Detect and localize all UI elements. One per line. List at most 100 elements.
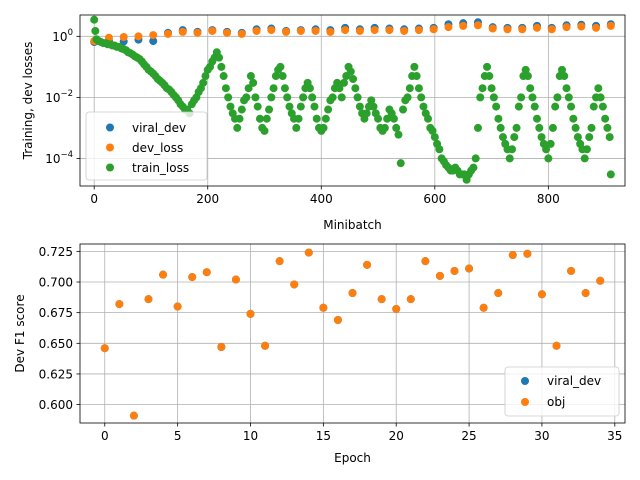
losses-train-loss-point (346, 67, 355, 76)
losses-train-loss-point (551, 102, 560, 111)
f1-obj-point (333, 316, 342, 325)
losses-legend: viral_dev dev_loss train_loss (85, 111, 208, 181)
f1-obj-point (173, 302, 182, 311)
losses-train-loss-point (312, 114, 321, 123)
losses-train-loss-point (435, 145, 444, 154)
losses-train-loss-point (496, 123, 505, 132)
f1-obj-point (523, 249, 532, 258)
f1-subplot: 0 5 10 15 20 25 30 35 0.600 0.625 0.650 0.675 0.700… (13, 243, 626, 465)
losses-train-loss-point (553, 93, 562, 102)
f1-obj-point (246, 309, 255, 318)
losses-train-loss-point (410, 62, 419, 71)
f1-obj-point (144, 295, 153, 304)
losses-train-loss-point (299, 93, 308, 102)
losses-train-loss-point (392, 123, 401, 132)
losses-train-loss-point (510, 133, 519, 142)
losses-train-loss-point (492, 102, 501, 111)
losses-train-loss-point (294, 114, 303, 123)
losses-train-loss-point (512, 123, 521, 132)
f1-y-tick-label: 0.600 (39, 398, 73, 412)
losses-train-loss-point (582, 145, 591, 154)
losses-train-loss-point (90, 15, 99, 24)
losses-train-loss-point (278, 72, 287, 81)
f1-obj-point (450, 266, 459, 275)
losses-legend-label-train-loss: train_loss (132, 161, 189, 175)
losses-train-loss-point (498, 133, 507, 142)
losses-train-loss-point (483, 62, 492, 71)
losses-dev-loss-point (459, 21, 468, 30)
losses-x-tick-label: 0 (90, 192, 98, 206)
losses-train-loss-point (319, 123, 328, 132)
losses-train-loss-point (246, 72, 255, 81)
losses-train-loss-point (489, 93, 498, 102)
losses-dev-loss-point (252, 26, 261, 35)
f1-legend-label-obj: obj (547, 395, 565, 409)
losses-train-loss-point (569, 114, 578, 123)
f1-obj-point (465, 264, 474, 273)
losses-train-loss-point (517, 93, 526, 102)
losses-train-loss-point (494, 114, 503, 123)
losses-dev-loss-point (208, 26, 217, 35)
losses-train-loss-point (505, 154, 514, 163)
losses-train-loss-point (533, 114, 542, 123)
losses-train-loss-point (267, 93, 276, 102)
losses-train-loss-point (535, 123, 544, 132)
losses-train-loss-point (399, 105, 408, 114)
losses-x-tick-label: 600 (423, 192, 446, 206)
f1-obj-point (100, 344, 109, 353)
losses-train-loss-point (564, 93, 573, 102)
f1-y-tick-label: 0.725 (39, 245, 73, 259)
losses-train-loss-point (606, 170, 615, 179)
f1-obj-point (421, 257, 430, 266)
losses-train-loss-point (91, 26, 100, 35)
losses-train-loss-point (362, 109, 371, 118)
f1-x-axis-label: Epoch (334, 451, 371, 465)
losses-dev-loss-point (592, 23, 601, 32)
losses-train-loss-point (201, 72, 210, 81)
f1-points (100, 248, 605, 420)
f1-obj-point (537, 290, 546, 299)
f1-legend-marker-obj (521, 398, 529, 406)
losses-train-loss-point (530, 102, 539, 111)
losses-subplot: 0 200 400 600 800 10−4 10−2 100 Minibatch Trai… (21, 14, 626, 232)
f1-x-tick-label: 15 (316, 429, 331, 443)
losses-y-axis-label: Training, dev losses (21, 42, 35, 161)
losses-train-loss-point (337, 93, 346, 102)
f1-obj-point (202, 268, 211, 277)
f1-obj-point (231, 275, 240, 284)
losses-legend-frame (85, 111, 208, 181)
losses-train-loss-point (217, 62, 226, 71)
losses-x-ticks: 0 200 400 600 800 (90, 186, 560, 206)
losses-train-loss-point (469, 163, 478, 172)
losses-train-loss-point (351, 84, 360, 93)
losses-train-loss-point (328, 93, 337, 102)
f1-obj-point (159, 270, 168, 279)
losses-train-loss-point (417, 93, 426, 102)
losses-dev-loss-point (193, 28, 202, 37)
f1-obj-point (275, 257, 284, 266)
losses-train-loss-point (285, 102, 294, 111)
losses-train-loss-point (601, 114, 610, 123)
losses-train-loss-point (412, 72, 421, 81)
losses-train-loss-point (598, 102, 607, 111)
losses-dev-loss-point (267, 26, 276, 35)
losses-train-loss-point (308, 93, 317, 102)
losses-train-loss-point (219, 72, 228, 81)
f1-gridlines (80, 244, 625, 423)
losses-train-loss-point (424, 114, 433, 123)
losses-train-loss-point (514, 102, 523, 111)
losses-dev-loss-point (149, 31, 158, 40)
f1-obj-point (406, 295, 415, 304)
f1-legend-marker-viral-dev (521, 377, 529, 385)
losses-legend-marker-train-loss (106, 163, 114, 172)
losses-x-tick-label: 200 (196, 192, 219, 206)
losses-train-loss-point (414, 84, 423, 93)
f1-x-tick-label: 10 (243, 429, 258, 443)
losses-train-loss-point (560, 72, 569, 81)
losses-train-loss-point (537, 133, 546, 142)
losses-train-loss-point (476, 93, 485, 102)
losses-train-loss-point (471, 154, 480, 163)
losses-dev-loss-point (355, 26, 364, 35)
losses-dev-loss-point (296, 26, 305, 35)
losses-train-loss-point (235, 114, 244, 123)
